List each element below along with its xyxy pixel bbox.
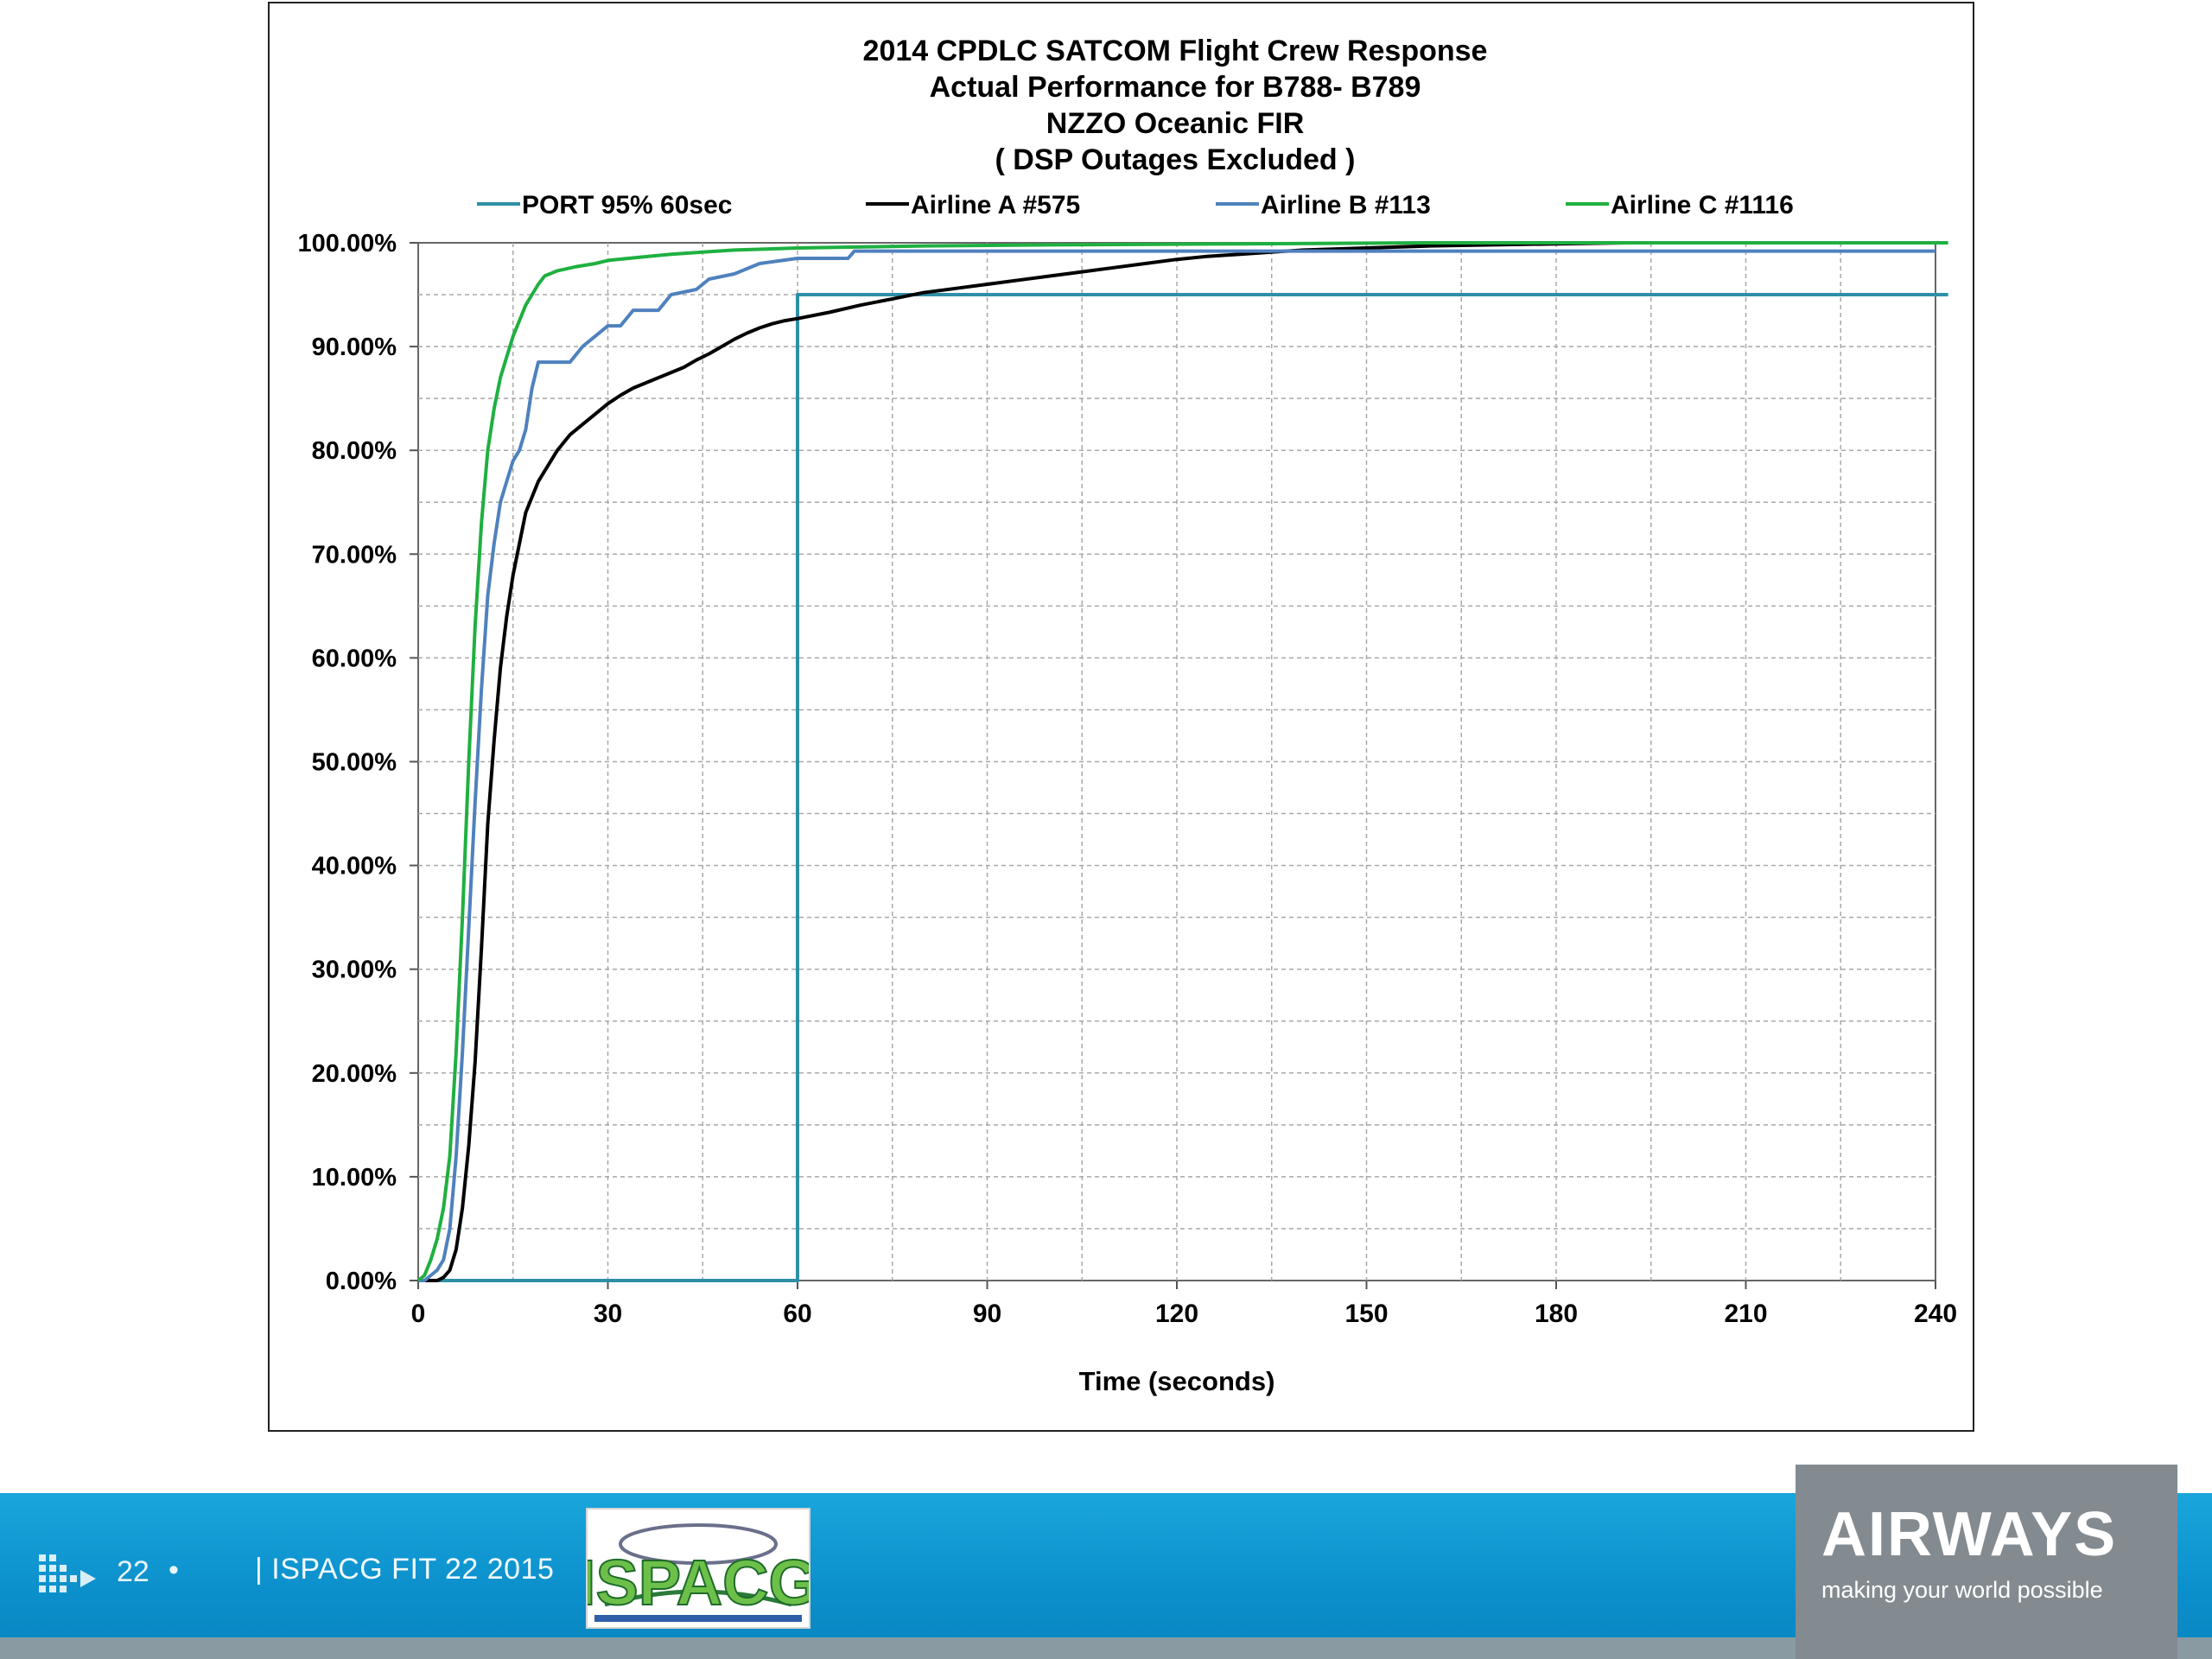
- x-tick-label: 30: [594, 1300, 622, 1328]
- page-number: 22: [117, 1555, 149, 1588]
- y-tick-label: 30.00%: [312, 957, 397, 984]
- y-tick-label: 10.00%: [312, 1164, 397, 1192]
- y-tick-label: 60.00%: [312, 645, 397, 672]
- y-tick-label: 50.00%: [312, 749, 397, 777]
- x-axis-label: Time (seconds): [1079, 1366, 1275, 1396]
- x-tick-label: 120: [1155, 1300, 1198, 1328]
- chart-title-line: Actual Performance for B788- B789: [930, 71, 1421, 104]
- x-tick-label: 150: [1344, 1300, 1388, 1328]
- page-separator: •: [168, 1554, 179, 1586]
- event-label: | ISPACG FIT 22 2015: [255, 1553, 555, 1586]
- chart-panel: 2014 CPDLC SATCOM Flight Crew Response Ac…: [268, 2, 1974, 1432]
- chart-title-line: NZZO Oceanic FIR: [1046, 107, 1305, 140]
- chart-svg: 2014 CPDLC SATCOM Flight Crew Response Ac…: [298, 35, 1958, 1396]
- chevron-arrow-icon: [39, 1554, 96, 1592]
- ispacg-logo-text: ISPACG: [588, 1547, 809, 1618]
- y-tick-label: 80.00%: [312, 437, 397, 465]
- legend-label: PORT 95% 60sec: [522, 191, 732, 219]
- ispacg-logo: ISPACG: [577, 1508, 819, 1629]
- legend-label: Airline A #575: [911, 191, 1080, 219]
- ispacg-logo-graphic: ISPACG: [577, 1523, 819, 1622]
- x-tick-label: 240: [1914, 1300, 1957, 1328]
- y-tick-label: 100.00%: [298, 230, 397, 257]
- y-tick-label: 90.00%: [312, 334, 397, 361]
- legend-label: Airline C #1116: [1611, 191, 1794, 219]
- airways-tagline: making your world possible: [1821, 1577, 2103, 1603]
- chart-title-line: 2014 CPDLC SATCOM Flight Crew Response: [863, 35, 1488, 67]
- x-tick-label: 210: [1724, 1300, 1767, 1328]
- series-line: [418, 249, 1936, 1282]
- x-tick-label: 60: [783, 1300, 811, 1328]
- series-line: [418, 293, 1948, 1282]
- x-tick-label: 180: [1535, 1300, 1578, 1328]
- airways-logo: AIRWAYS: [1821, 1500, 2118, 1569]
- y-tick-label: 70.00%: [312, 541, 397, 569]
- x-tick-label: 90: [973, 1300, 1001, 1328]
- airways-brand-box: AIRWAYS making your world possible: [1796, 1465, 2177, 1659]
- series-line: [416, 241, 1948, 1282]
- chart-title-line: ( DSP Outages Excluded ): [995, 143, 1356, 176]
- legend-label: Airline B #113: [1261, 191, 1431, 219]
- y-tick-label: 0.00%: [326, 1268, 397, 1295]
- series-line: [418, 241, 1626, 1282]
- y-tick-label: 40.00%: [312, 853, 397, 880]
- x-tick-label: 0: [411, 1300, 426, 1328]
- y-tick-label: 20.00%: [312, 1060, 397, 1088]
